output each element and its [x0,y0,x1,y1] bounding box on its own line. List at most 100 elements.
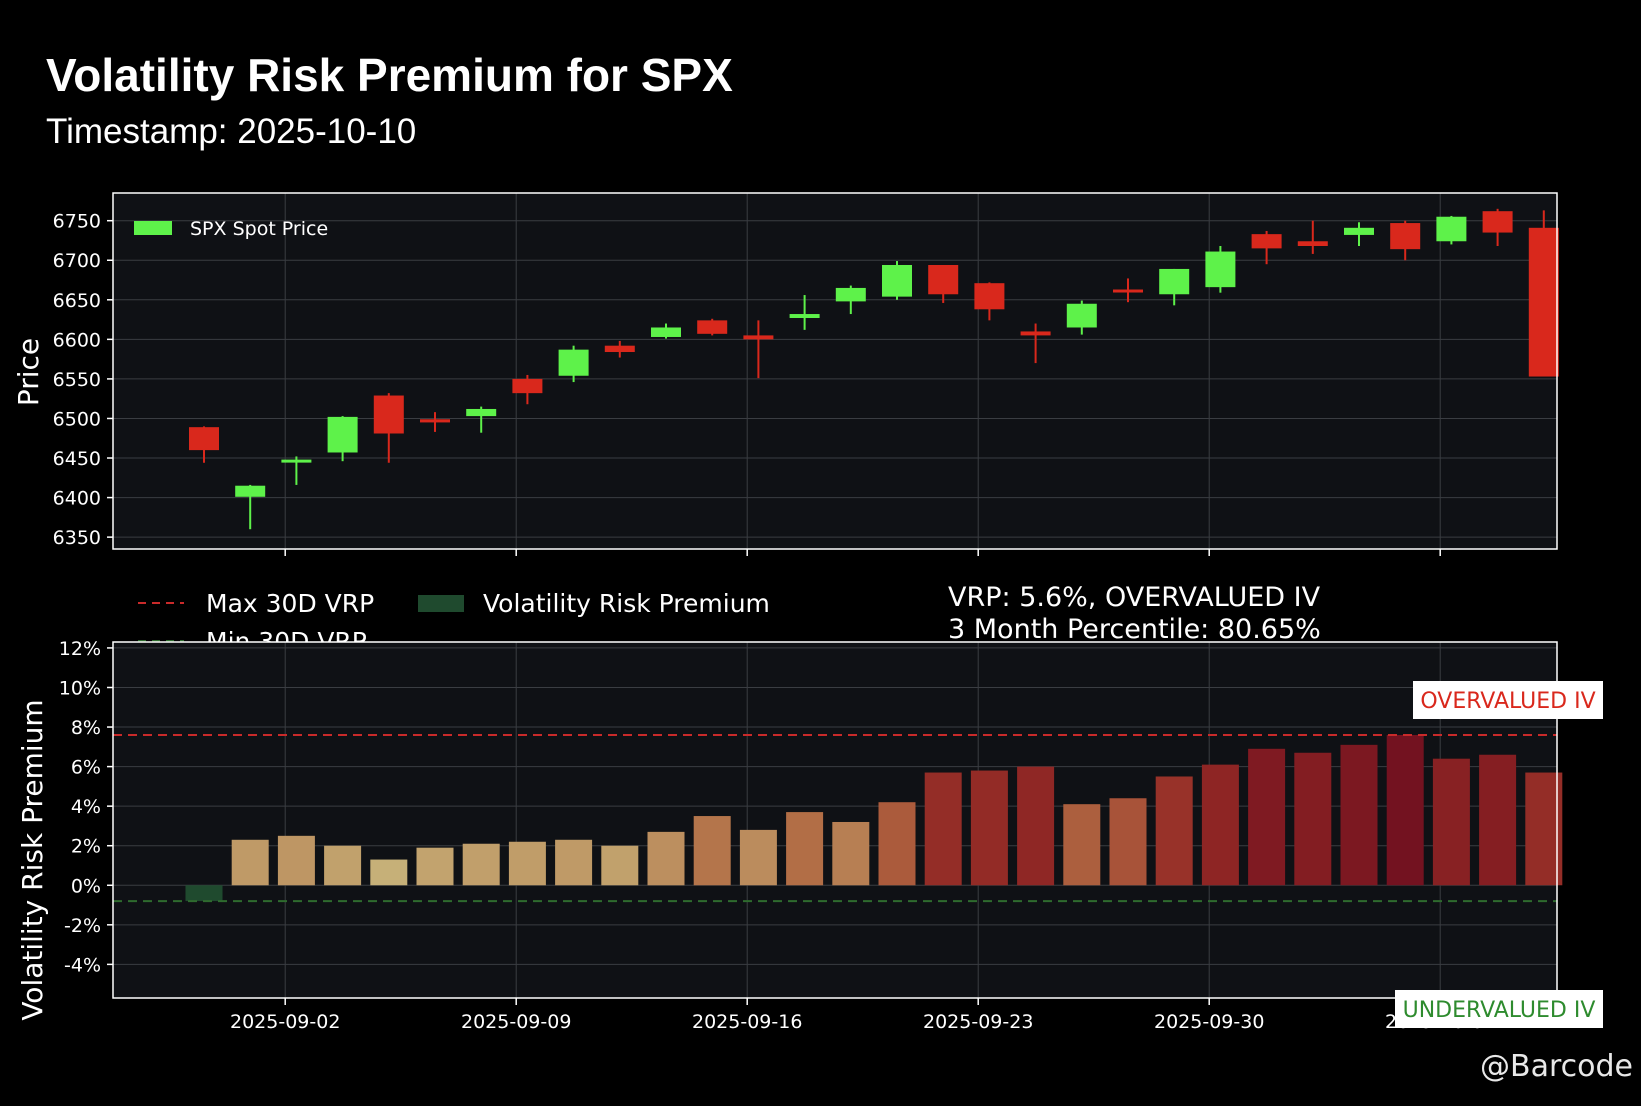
vrp-xtick-label: 2025-09-16 [692,1011,802,1033]
price-legend-swatch [134,221,172,235]
price-ytick-label: 6750 [53,211,101,233]
candle-body [1436,216,1467,242]
price-panel-background [113,193,1557,549]
vrp-bar [1340,744,1378,886]
undervalued-label-box [1395,990,1603,1028]
vrp-ytick-label: -4% [64,954,101,976]
vrp-bar [324,845,362,886]
vrp-ytick-label: -2% [64,915,101,937]
candle-body [1020,331,1051,336]
vrp-bar [1479,754,1517,886]
vrp-xtick-label: 2025-09-02 [230,1011,340,1033]
candle-body [1251,234,1282,249]
vrp-panel-frame [112,641,1558,999]
vrp-ytick-label: 2% [71,836,101,858]
candle-body [789,314,820,318]
vrp-bar [878,802,916,886]
undervalued-label-text: UNDERVALUED IV [1403,998,1596,1023]
vrp-bar [277,835,315,886]
vrp-bar [693,816,731,886]
vrp-bar [1155,776,1193,886]
price-ytick-label: 6350 [53,527,101,549]
candle-body [1205,251,1236,288]
vrp-ytick-label: 12% [59,638,101,660]
vrp-xtick-label: 2025-09-30 [1154,1011,1264,1033]
vrp-bar [1109,798,1147,886]
candle-body [189,427,219,451]
price-ytick-label: 6600 [53,329,101,351]
overvalued-label-box [1413,681,1603,719]
vrp-bar [1294,752,1332,886]
vrp-bar [1248,748,1286,886]
author-watermark: @Barcode [1480,1049,1633,1084]
price-ytick-label: 6700 [53,250,101,272]
vrp-bar [1063,804,1101,886]
candle-body [373,395,404,434]
vrp-bar [185,885,223,902]
vrp-bar [924,772,962,886]
candle-body [327,416,358,453]
vrp-percentile-text: 3 Month Percentile: 80.65% [948,614,1321,645]
chart-subtitle: Timestamp: 2025-10-10 [46,112,417,151]
legend-max-label: Max 30D VRP [206,589,374,618]
candle-body [512,378,543,394]
vrp-bar [970,770,1008,886]
candle-body [928,264,959,295]
candle-body [1482,211,1513,233]
vrp-bar [786,812,824,886]
candle-body [558,349,589,376]
vrp-bar [739,829,777,886]
vrp-bar [1525,772,1563,886]
vrp-bar [647,831,685,886]
vrp-bar [832,821,870,886]
vrp-bar [1017,766,1055,886]
candle-body [1528,227,1559,377]
legend-vrp-label: Volatility Risk Premium [483,589,770,618]
vrp-current-text: VRP: 5.6%, OVERVALUED IV [948,582,1321,613]
vrp-bar [1432,758,1470,886]
candle-body [1066,303,1097,328]
vrp-ylabel: Volatility Risk Premium [16,699,49,1020]
candle-body [1113,289,1143,293]
candle-body [974,283,1005,310]
vrp-bar [601,845,639,886]
vrp-ytick-label: 6% [71,757,101,779]
vrp-bar [370,859,408,886]
candle-body [420,419,450,423]
price-ytick-label: 6650 [53,290,101,312]
vrp-ytick-label: 8% [71,717,101,739]
candle-body [281,459,312,463]
candle-body [466,408,497,417]
vrp-bar [462,843,500,886]
candle-body [835,287,866,302]
price-legend-label: SPX Spot Price [190,218,328,240]
candle-body [1344,227,1374,235]
vrp-bar [1201,764,1239,886]
overvalued-label-text: OVERVALUED IV [1420,689,1595,714]
candle-body [697,320,728,334]
legend-vrp-swatch [418,595,464,612]
price-ytick-label: 6400 [53,488,101,510]
candle-body [882,264,912,297]
vrp-bar [555,839,593,886]
candle-body [743,335,774,340]
candle-body [235,485,266,497]
vrp-bar [1386,734,1424,886]
price-ytick-label: 6450 [53,448,101,470]
candle-body [604,345,635,353]
candle-body [651,327,681,337]
vrp-bar [508,841,546,886]
candle-body [1390,223,1421,250]
vrp-xtick-label: 2025-09-23 [923,1011,1033,1033]
candle-body [1297,241,1328,247]
vrp-bar [416,847,454,886]
candle-body [1159,268,1190,295]
price-ylabel: Price [12,338,45,406]
vrp-panel-background [113,642,1557,998]
price-ytick-label: 6550 [53,369,101,391]
price-panel-frame [112,192,1558,550]
vrp-ytick-label: 10% [59,677,101,699]
price-ytick-label: 6500 [53,408,101,430]
vrp-xtick-label: 2025-09-09 [461,1011,571,1033]
